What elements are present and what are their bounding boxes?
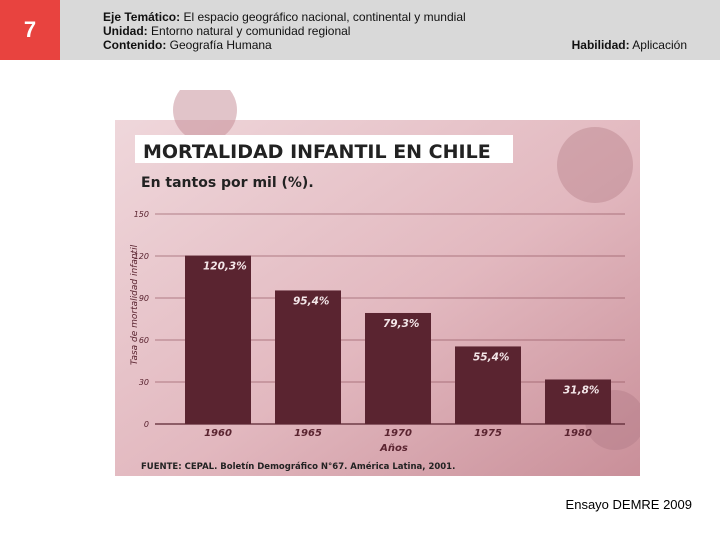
y-tick-label: 30 — [139, 378, 149, 387]
habilidad-value: Aplicación — [632, 38, 687, 52]
data-label: 95,4% — [293, 295, 329, 307]
unidad-line: Unidad: Entorno natural y comunidad regi… — [103, 24, 350, 38]
bar — [275, 290, 341, 424]
mortality-chart: MORTALIDAD INFANTIL EN CHILE En tantos p… — [115, 78, 645, 476]
x-ticks: 1960 1965 1970 1975 1980 — [204, 428, 592, 439]
chart-image: MORTALIDAD INFANTIL EN CHILE En tantos p… — [115, 78, 645, 476]
eje-line: Eje Temático: El espacio geográfico naci… — [103, 10, 466, 24]
habilidad-line: Habilidad: Aplicación — [572, 38, 687, 52]
unidad-label: Unidad: — [103, 24, 148, 38]
topic-number: 7 — [0, 0, 60, 60]
chart-source: FUENTE: CEPAL. Boletín Demográfico N°67.… — [141, 461, 455, 472]
x-tick-label: 1975 — [474, 428, 502, 439]
y-tick-label: 60 — [139, 336, 149, 345]
data-labels: 120,3% 95,4% 79,3% 55,4% 31,8% — [203, 261, 599, 397]
header-bar: Eje Temático: El espacio geográfico naci… — [60, 0, 720, 60]
chart-title: MORTALIDAD INFANTIL EN CHILE — [143, 141, 491, 163]
bars — [185, 255, 611, 424]
grunge-splash — [557, 127, 633, 203]
y-ticks: 150 120 90 60 30 0 — [134, 210, 149, 429]
y-tick-label: 0 — [144, 420, 149, 429]
bar — [545, 379, 611, 424]
eje-value: El espacio geográfico nacional, continen… — [183, 10, 466, 24]
x-tick-label: 1965 — [294, 428, 322, 439]
data-label: 120,3% — [203, 261, 247, 273]
bar — [455, 346, 521, 424]
eje-label: Eje Temático: — [103, 10, 181, 24]
chart-subtitle: En tantos por mil (%). — [141, 175, 314, 191]
y-tick-label: 150 — [134, 210, 149, 219]
y-tick-label: 120 — [134, 252, 149, 261]
x-tick-label: 1970 — [384, 428, 412, 439]
x-axis-label: Años — [379, 443, 408, 454]
contenido-label: Contenido: — [103, 38, 167, 52]
x-tick-label: 1980 — [564, 428, 592, 439]
unidad-value: Entorno natural y comunidad regional — [151, 24, 351, 38]
footer-text: Ensayo DEMRE 2009 — [565, 497, 692, 512]
y-tick-label: 90 — [139, 294, 149, 303]
data-label: 79,3% — [383, 318, 419, 330]
data-label: 55,4% — [473, 351, 509, 363]
contenido-value: Geografía Humana — [169, 38, 272, 52]
x-tick-label: 1960 — [204, 428, 232, 439]
bar — [365, 312, 431, 424]
y-axis-label: Tasa de mortalidad infantil — [130, 244, 140, 365]
habilidad-label: Habilidad: — [571, 38, 630, 52]
title-band — [135, 135, 513, 163]
bar — [185, 255, 251, 424]
contenido-line: Contenido: Geografía Humana — [103, 38, 272, 52]
grunge-splash — [173, 78, 237, 142]
data-label: 31,8% — [563, 384, 599, 396]
